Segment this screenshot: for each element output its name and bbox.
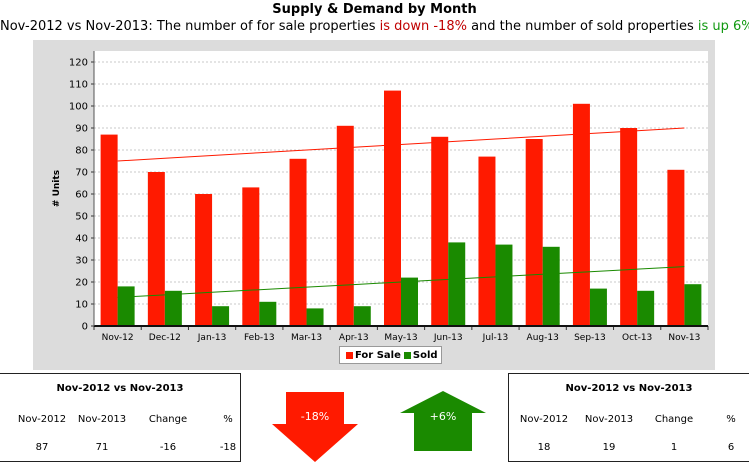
x-tick-label: Nov-13: [668, 333, 700, 343]
for-sale-header-nov-2013: Nov-2013: [77, 414, 127, 425]
y-tick-label: 70: [75, 168, 88, 179]
x-tick-label: Jan-13: [197, 333, 227, 343]
sold-header-nov-2013: Nov-2013: [584, 414, 634, 425]
chart-legend: For Sale Sold: [339, 346, 442, 364]
legend-sold-label: Sold: [412, 349, 438, 361]
y-tick-label: 120: [69, 58, 88, 69]
x-tick-label: Mar-13: [291, 333, 322, 343]
x-tick-label: Feb-13: [244, 333, 275, 343]
x-tick-label: Apr-13: [339, 333, 369, 343]
for-sale-comparison-panel: Nov-2012 vs Nov-2013 Nov-2012 Nov-2013 C…: [0, 373, 241, 462]
supply-demand-chart: 0 10 20 30 40 50 60 70 80 90 100 110 120 Nov-12 Dec-12…: [33, 40, 715, 370]
bar-for-sale-jul-13: [478, 156, 496, 326]
y-tick-label: 100: [69, 102, 88, 113]
up-arrow-icon: [400, 391, 486, 451]
sold-comparison-panel: Nov-2012 vs Nov-2013 Nov-2012 Nov-2013 C…: [508, 373, 749, 462]
bar-for-sale-mar-13: [289, 158, 307, 326]
y-tick-label: 30: [75, 256, 88, 267]
bar-for-sale-oct-13: [620, 128, 638, 326]
bar-for-sale-apr-13: [336, 125, 354, 326]
bar-sold-jan-13: [212, 306, 230, 326]
y-tick-label: 50: [75, 212, 88, 223]
subtitle-mid: and the number of sold properties: [466, 19, 698, 34]
y-tick-label: 20: [75, 278, 88, 289]
bar-for-sale-feb-13: [242, 187, 260, 326]
sold-value-nov-2013: 19: [602, 442, 616, 453]
sold-header-percent: %: [726, 414, 736, 425]
x-tick-label: May-13: [384, 333, 417, 343]
bar-for-sale-nov-12: [100, 134, 118, 326]
bar-for-sale-jan-13: [195, 194, 213, 326]
bar-sold-may-13: [401, 277, 418, 326]
bar-sold-nov-13: [684, 284, 702, 326]
down-arrow-icon: [272, 392, 358, 462]
for-sale-value-change: -16: [159, 442, 177, 453]
trendline-for-sale: [117, 127, 685, 162]
x-tick-label: Jun-13: [433, 333, 463, 343]
y-tick-label: 90: [75, 124, 88, 135]
sold-value-percent: 6: [727, 442, 735, 453]
x-tick-label: Nov-12: [102, 333, 134, 343]
x-tick-label: Aug-13: [527, 333, 559, 343]
legend-for-sale-label: For Sale: [355, 349, 401, 361]
for-sale-header-percent: %: [223, 414, 233, 425]
y-axis-label: # Units: [52, 170, 62, 207]
bar-sold-jun-13: [448, 242, 466, 326]
up-arrow-label: +6%: [429, 410, 457, 423]
bar-sold-jul-13: [495, 244, 513, 326]
y-tick-label: 10: [75, 300, 88, 311]
chart-subtitle: Nov-2012 vs Nov-2013: The number of for …: [0, 19, 749, 34]
down-arrow-shape: [272, 392, 358, 462]
y-tick-label: 0: [82, 322, 88, 333]
for-sale-header-change: Change: [148, 414, 188, 425]
bar-for-sale-jun-13: [431, 136, 449, 326]
x-tick-label: Sep-13: [574, 333, 606, 343]
bar-sold-oct-13: [637, 290, 655, 326]
trendlines: [117, 127, 685, 298]
legend-for-sale-swatch: [346, 351, 353, 359]
subtitle-up: is up 6%: [697, 19, 749, 34]
sold-value-change: 1: [670, 442, 678, 453]
x-tick-label: Oct-13: [622, 333, 652, 343]
bar-for-sale-nov-13: [667, 169, 685, 326]
sold-panel-title: Nov-2012 vs Nov-2013: [565, 383, 693, 394]
subtitle-start: Nov-2012 vs Nov-2013: The number of for …: [0, 19, 380, 34]
bar-for-sale-sep-13: [572, 103, 590, 326]
up-arrow-shape: [400, 391, 486, 451]
bar-for-sale-dec-12: [147, 172, 165, 326]
bar-sold-aug-13: [542, 246, 560, 326]
for-sale-value-nov-2012: 87: [35, 442, 49, 453]
axes: 0 10 20 30 40 50 60 70 80 90 100 110 120 Nov-12 Dec-12…: [69, 51, 709, 343]
y-tick-label: 60: [75, 190, 88, 201]
x-tick-label: Jul-13: [482, 333, 509, 343]
sold-header-nov-2012: Nov-2012: [519, 414, 569, 425]
x-tick-label: Dec-12: [149, 333, 181, 343]
legend-sold-swatch: [403, 351, 411, 359]
for-sale-header-nov-2012: Nov-2012: [17, 414, 67, 425]
for-sale-value-nov-2013: 71: [95, 442, 109, 453]
bar-sold-sep-13: [589, 288, 607, 326]
down-arrow-label: -18%: [300, 410, 330, 423]
bar-for-sale-aug-13: [525, 139, 543, 326]
chart-title: Supply & Demand by Month: [272, 2, 477, 17]
bar-sold-mar-13: [306, 308, 324, 326]
for-sale-value-percent: -18: [219, 442, 237, 453]
y-tick-label: 80: [75, 146, 88, 157]
bar-sold-nov-12: [117, 286, 135, 326]
subtitle-down: is down -18%: [379, 19, 467, 34]
trendline-sold: [117, 266, 685, 298]
bar-sold-apr-13: [353, 306, 371, 326]
y-tick-label: 40: [75, 234, 88, 245]
sold-value-nov-2012: 18: [537, 442, 551, 453]
y-tick-label: 110: [69, 80, 88, 91]
bar-sold-dec-12: [164, 290, 182, 326]
bar-sold-feb-13: [259, 301, 277, 326]
sold-header-change: Change: [654, 414, 694, 425]
for-sale-panel-title: Nov-2012 vs Nov-2013: [56, 383, 184, 394]
bar-for-sale-may-13: [384, 90, 401, 326]
